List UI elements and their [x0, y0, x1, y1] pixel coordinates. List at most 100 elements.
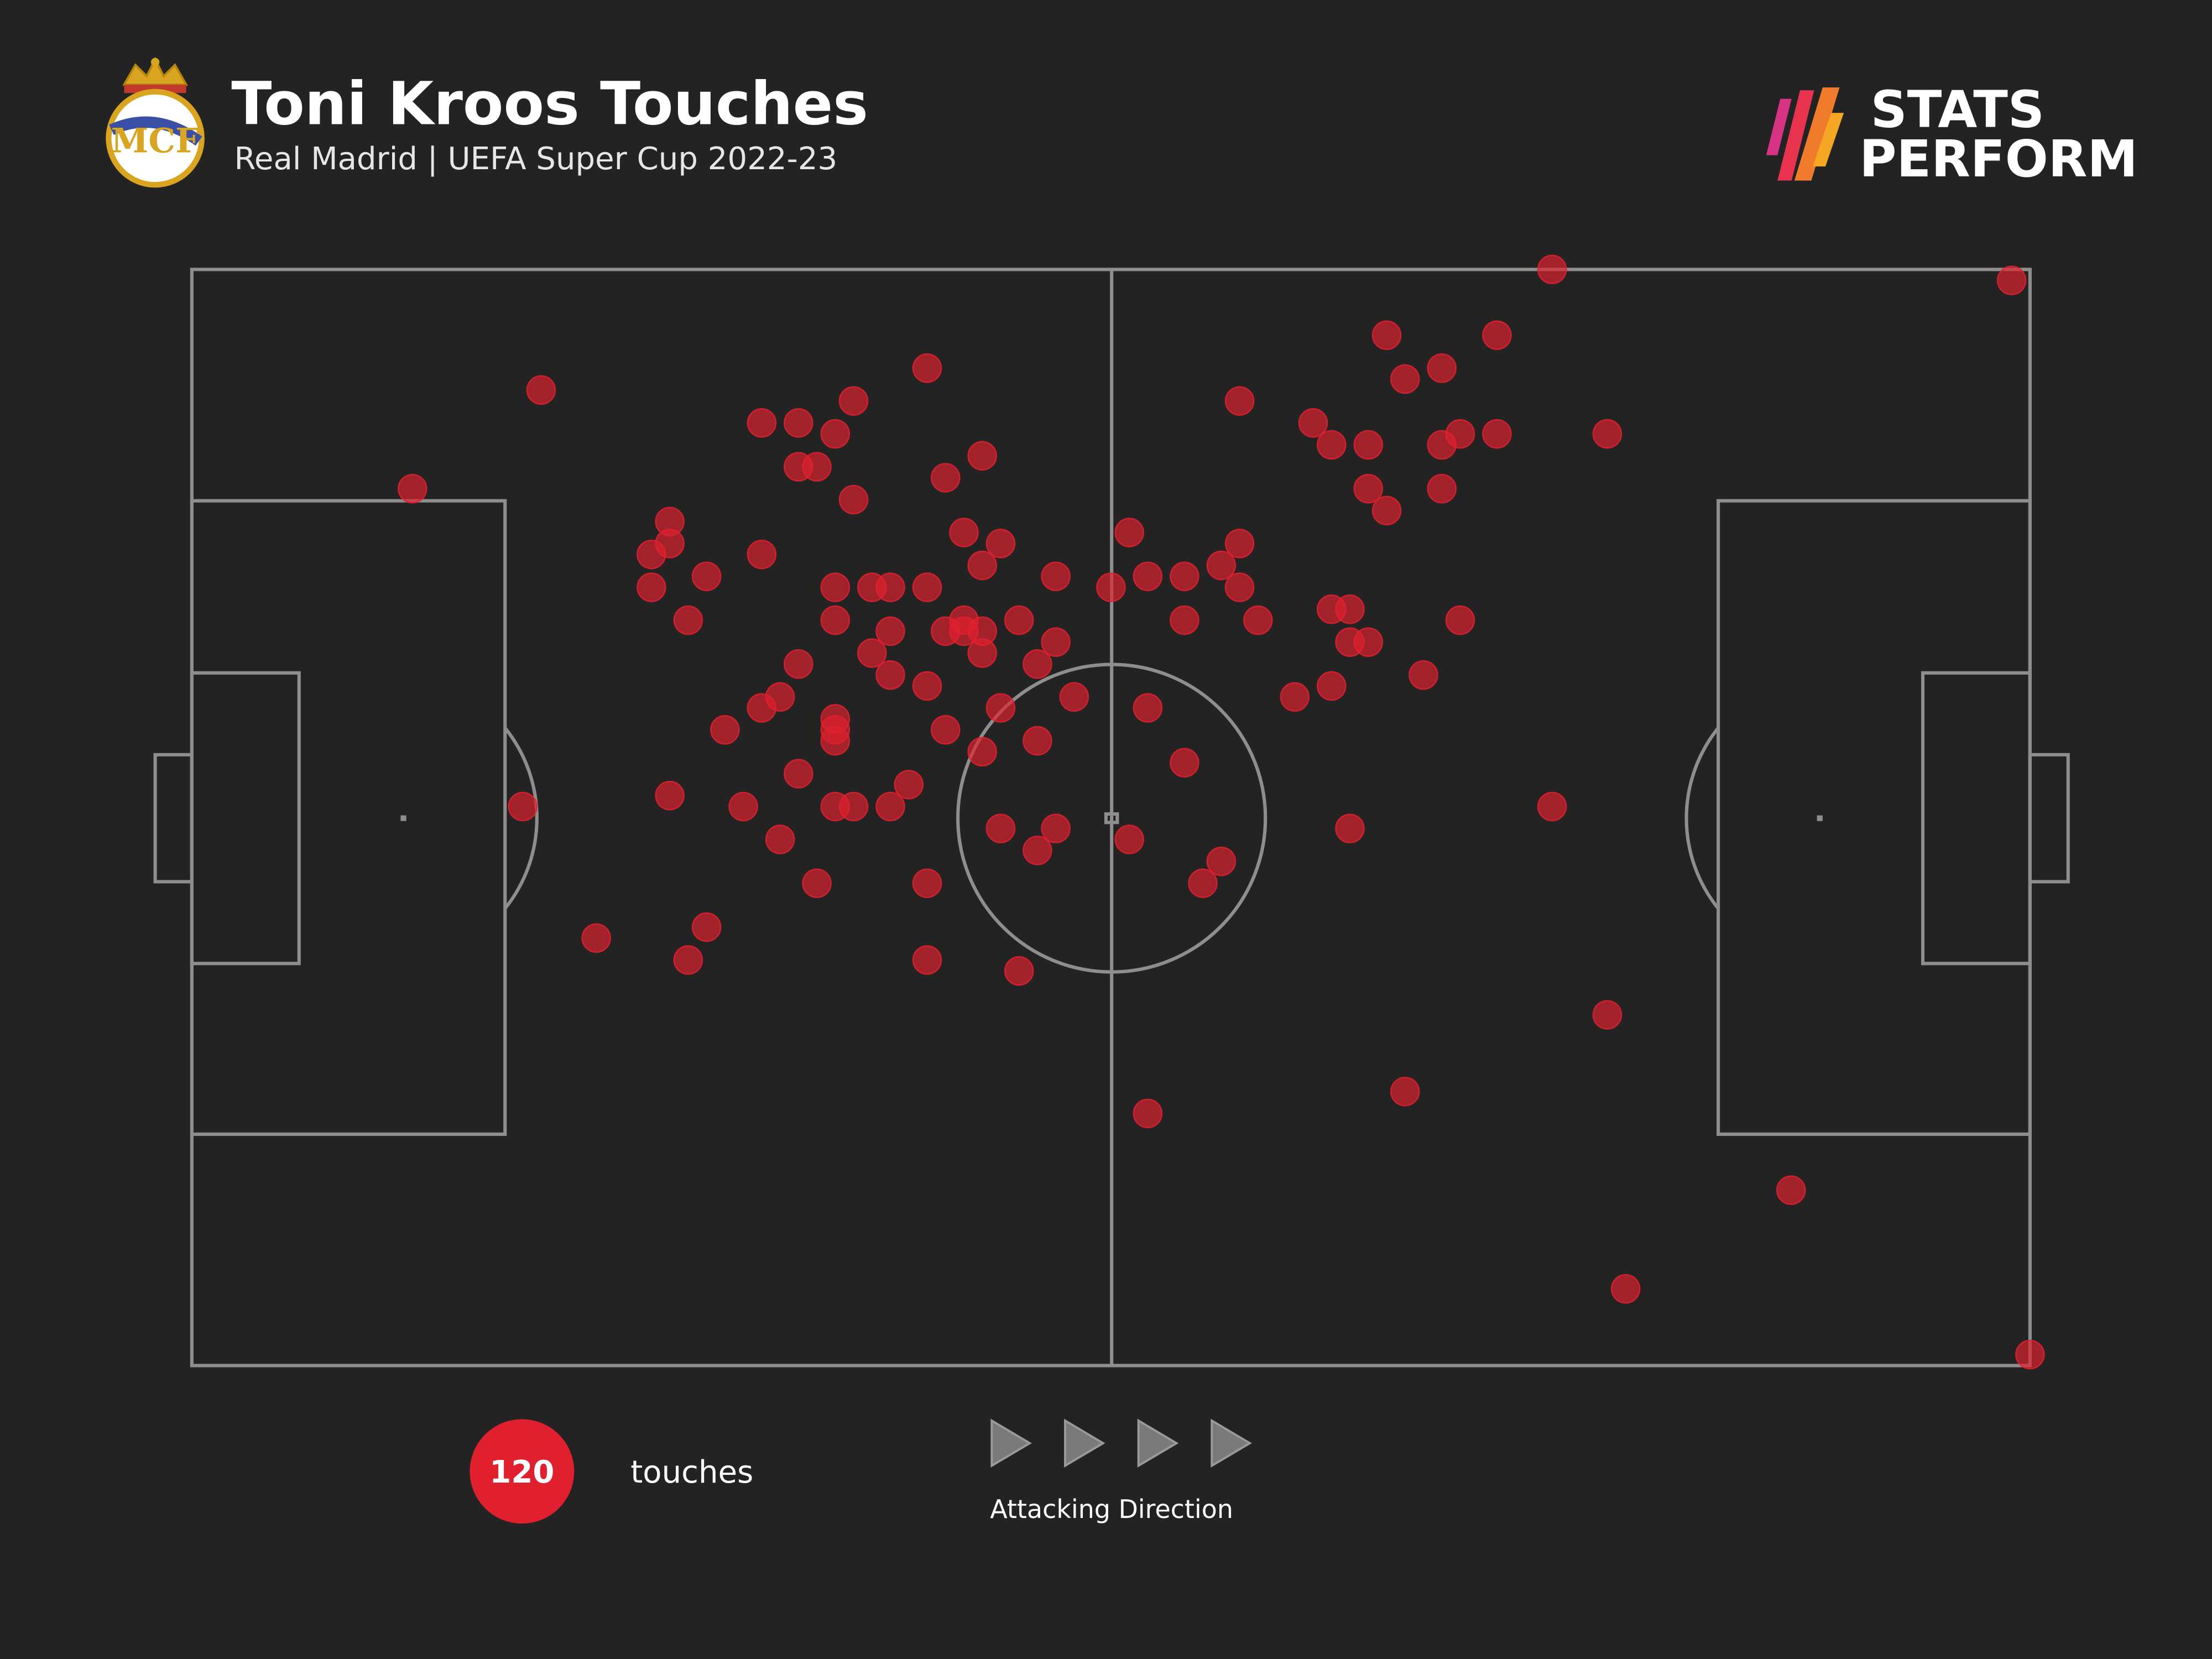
touch-point [1390, 1077, 1420, 1107]
touch-point [747, 408, 777, 438]
touch-point [1170, 605, 1199, 635]
touch-point [784, 649, 813, 679]
touch-point [820, 726, 851, 756]
touch-point [912, 572, 942, 602]
touch-point [747, 693, 777, 723]
chart-subtitle: Real Madrid | UEFA Super Cup 2022-23 [234, 141, 837, 177]
touch-point [747, 539, 777, 570]
touch-point [1243, 605, 1273, 635]
touch-point [1592, 419, 1623, 449]
touch-point [1996, 265, 2027, 295]
touch-point [820, 605, 851, 635]
touch-point [1224, 528, 1255, 559]
touch-point [967, 638, 998, 668]
touch-point [1317, 671, 1347, 701]
touch-point [1114, 518, 1144, 547]
touch-point [875, 616, 905, 646]
touch-point [710, 714, 740, 745]
touch-point [912, 353, 942, 383]
touch-point [1592, 1000, 1623, 1030]
touch-point [784, 759, 813, 789]
touch-point [637, 539, 666, 570]
club-crest: MCF [106, 56, 205, 188]
touch-point [1280, 682, 1310, 712]
brand-logo: STATS PERFORM [1766, 80, 2138, 189]
touch-point [985, 528, 1016, 559]
touch-point [1022, 726, 1052, 756]
direction-arrows [990, 1418, 1252, 1468]
svg-text:MCF: MCF [111, 122, 200, 161]
touch-point [894, 770, 924, 800]
touch-point [637, 572, 666, 602]
touch-point [1170, 748, 1199, 778]
touch-point [838, 386, 869, 416]
touch-point [1408, 660, 1438, 690]
touch-point [1022, 649, 1052, 679]
touch-point [967, 550, 998, 581]
touch-point [1317, 430, 1347, 460]
touch-point [985, 813, 1016, 843]
touch-point [1041, 561, 1071, 592]
touch-count: 120 [489, 1454, 554, 1490]
touch-point [784, 452, 813, 482]
touch-point [875, 791, 905, 822]
touch-point [1335, 813, 1365, 843]
touch-point [691, 912, 722, 942]
touch-point [930, 463, 961, 493]
touch-point [1206, 846, 1237, 877]
touch-point [820, 419, 851, 449]
touch-point [2015, 1339, 2045, 1370]
touch-point [655, 780, 685, 811]
touch-point [691, 561, 722, 592]
touch-point [1427, 353, 1457, 383]
touch-point [1206, 550, 1237, 581]
touch-point [1353, 473, 1384, 504]
touch-point [875, 572, 905, 602]
touch-point [1133, 1098, 1163, 1129]
touch-point [1133, 693, 1163, 723]
touch-point [1776, 1175, 1806, 1206]
touch-point [398, 473, 427, 504]
touch-point [1004, 956, 1034, 986]
touch-point [508, 791, 538, 822]
touch-point [728, 791, 758, 822]
touch-point [1371, 320, 1402, 350]
touch-point [949, 518, 979, 547]
touch-point [912, 868, 942, 899]
touch-point [673, 945, 703, 975]
touch-point [1482, 419, 1512, 449]
direction-label: Attacking Direction [990, 1494, 1233, 1524]
touch-point [1335, 594, 1365, 624]
brand-text: STATS [1871, 80, 2044, 139]
touch-point [949, 616, 979, 646]
touch-point [1041, 813, 1071, 843]
touch-point [581, 923, 612, 953]
touch-point [1022, 835, 1052, 865]
touch-point [967, 441, 998, 471]
touch-point [1537, 254, 1567, 285]
touch-point [1004, 605, 1034, 635]
legend-badge [469, 1419, 575, 1524]
touch-point [1427, 473, 1457, 504]
touch-point [1390, 364, 1420, 394]
touch-points [398, 254, 2045, 1370]
touch-point [1224, 572, 1255, 602]
touch-point [1537, 791, 1567, 822]
touch-point [912, 671, 942, 701]
touch-point [784, 408, 813, 438]
touch-point [838, 484, 869, 515]
touch-point [526, 375, 556, 405]
touch-point [1353, 430, 1384, 460]
touch-point [985, 693, 1016, 723]
chart-title: Toni Kroos Touches [231, 70, 868, 138]
touch-point [1482, 320, 1512, 350]
touch-point [1096, 572, 1126, 602]
touch-point [912, 945, 942, 975]
pitch [153, 268, 2070, 1368]
touch-point [930, 714, 961, 745]
touch-point [875, 660, 905, 690]
touch-point [1059, 682, 1089, 712]
